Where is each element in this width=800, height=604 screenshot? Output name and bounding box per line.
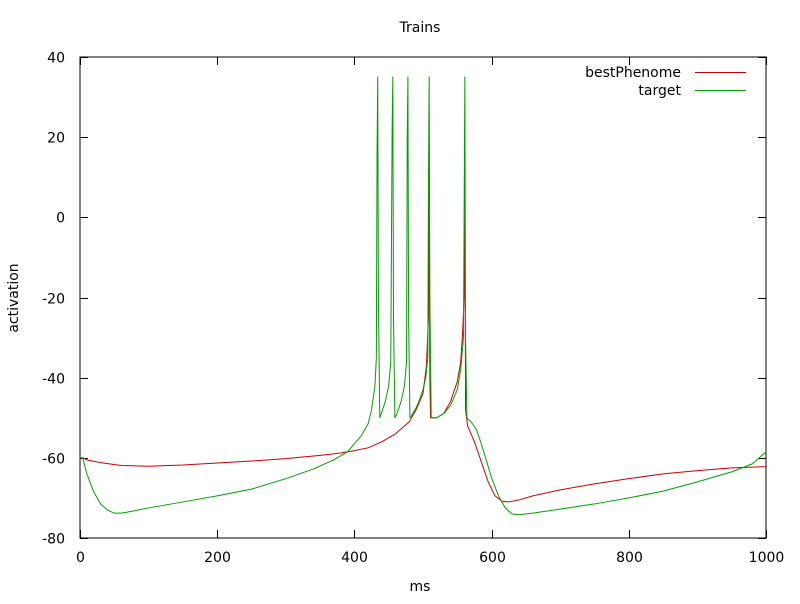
y-axis-label: activation [6, 263, 22, 332]
y-tick-label: -20 [42, 292, 65, 308]
x-tick-label: 1000 [749, 550, 785, 566]
y-tick-label: 0 [56, 211, 65, 227]
legend-label-bestPhenome: bestPhenome [585, 65, 681, 81]
legend: bestPhenome target [585, 65, 746, 99]
chart-title: Trains [399, 20, 441, 36]
x-tick-label: 200 [204, 550, 231, 566]
series-lines [79, 76, 767, 516]
x-tick-label: 800 [616, 550, 643, 566]
x-tick-label: 600 [479, 550, 506, 566]
series-line-target [79, 76, 767, 516]
y-tick-label: -80 [42, 532, 65, 548]
y-tick-label: 20 [47, 131, 65, 147]
x-axis-label: ms [410, 579, 431, 595]
x-tick-label: 0 [76, 550, 85, 566]
x-tick-label: 400 [341, 550, 368, 566]
series-line-bestPhenome [79, 144, 767, 503]
plot-frame [79, 56, 767, 539]
legend-label-target: target [638, 83, 681, 99]
y-tick-label: 40 [47, 51, 65, 67]
y-tick-label: -60 [42, 452, 65, 468]
y-tick-label: -40 [42, 372, 65, 388]
